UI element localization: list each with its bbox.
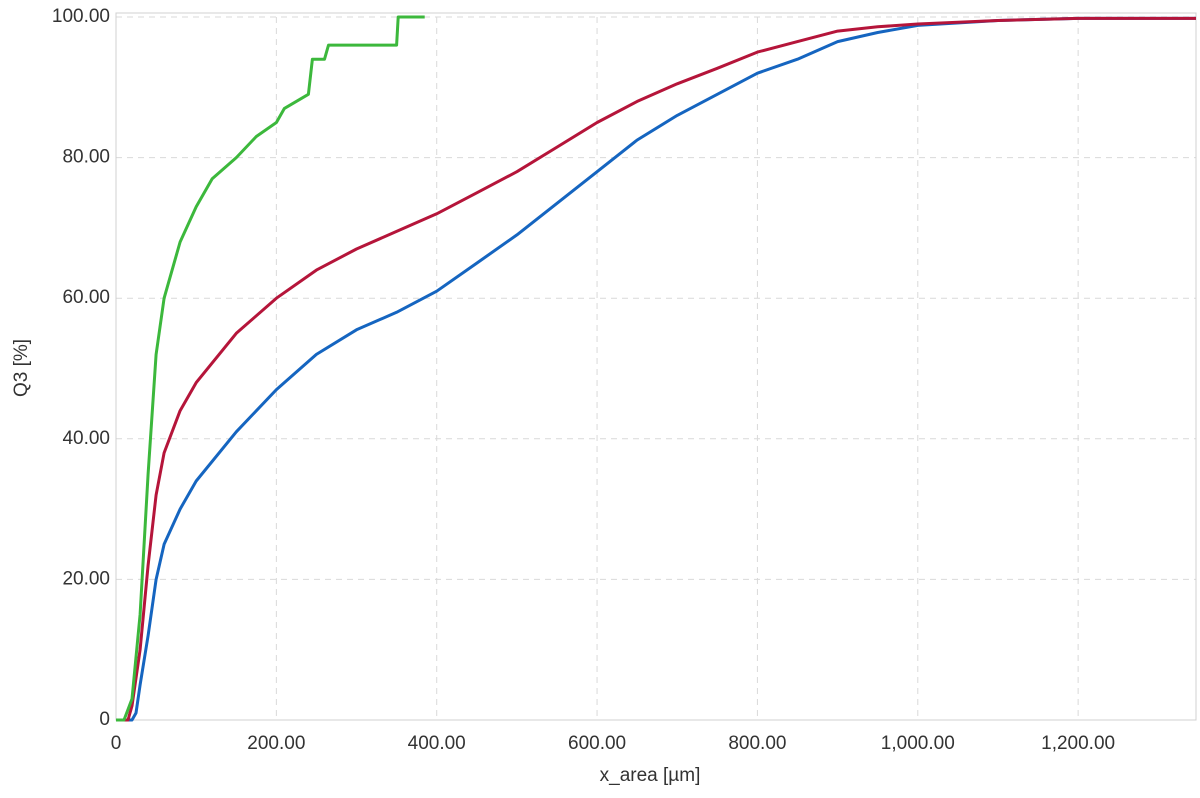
plot-frame: [115, 12, 1197, 721]
x-tick-label: 1,000.00: [881, 733, 955, 754]
x-tick-label: 600.00: [568, 733, 626, 754]
y-tick-label: 80.00: [62, 147, 110, 168]
y-tick-label: 100.00: [52, 6, 110, 27]
x-tick-label: 800.00: [728, 733, 786, 754]
x-tick-label: 0: [111, 733, 122, 754]
data-line: [116, 15, 425, 722]
y-tick-label: 40.00: [62, 428, 110, 449]
y-tick-label: 20.00: [62, 568, 110, 589]
x-tick-label: 1,200.00: [1041, 733, 1115, 754]
y-axis-label: Q3 [%]: [11, 339, 32, 397]
data-line: [116, 16, 1196, 722]
y-tick-label: 60.00: [62, 287, 110, 308]
data-line: [116, 16, 1196, 722]
y-tick-label: 0: [99, 709, 110, 730]
x-tick-label: 200.00: [247, 733, 305, 754]
x-tick-label: 400.00: [408, 733, 466, 754]
x-axis-label: x_area [µm]: [600, 765, 701, 786]
